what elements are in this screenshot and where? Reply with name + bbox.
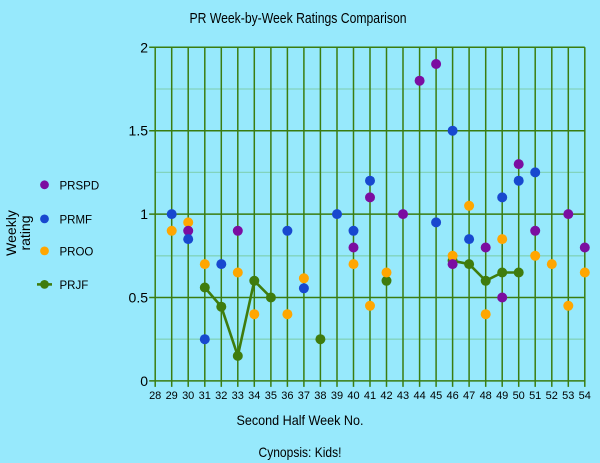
svg-text:0.5: 0.5: [129, 290, 149, 306]
svg-text:34: 34: [248, 390, 260, 402]
svg-text:47: 47: [463, 390, 475, 402]
svg-text:50: 50: [513, 390, 525, 402]
svg-text:46: 46: [446, 390, 458, 402]
svg-text:0: 0: [140, 373, 148, 389]
svg-text:Cynopsis: Kids!: Cynopsis: Kids!: [259, 444, 342, 460]
svg-text:1: 1: [140, 206, 148, 222]
svg-text:33: 33: [232, 390, 244, 402]
svg-text:31: 31: [199, 390, 211, 402]
svg-text:40: 40: [347, 390, 359, 402]
svg-text:rating: rating: [17, 215, 33, 250]
svg-text:35: 35: [265, 390, 277, 402]
svg-text:52: 52: [546, 390, 558, 402]
svg-text:45: 45: [430, 390, 442, 402]
svg-text:PROO: PROO: [60, 246, 94, 258]
svg-text:39: 39: [331, 390, 343, 402]
svg-text:1.5: 1.5: [129, 123, 149, 139]
svg-text:51: 51: [529, 390, 541, 402]
svg-text:54: 54: [579, 390, 591, 402]
svg-text:32: 32: [215, 390, 227, 402]
svg-text:PRMF: PRMF: [60, 214, 93, 226]
svg-text:48: 48: [480, 390, 492, 402]
svg-text:43: 43: [397, 390, 409, 402]
svg-text:36: 36: [281, 390, 293, 402]
svg-text:49: 49: [496, 390, 508, 402]
svg-text:Second Half Week No.: Second Half Week No.: [237, 412, 364, 428]
svg-text:53: 53: [562, 390, 574, 402]
svg-text:Weekly: Weekly: [3, 210, 19, 256]
svg-text:PRSPD: PRSPD: [60, 180, 100, 192]
svg-text:42: 42: [380, 390, 392, 402]
svg-text:44: 44: [413, 390, 425, 402]
svg-text:38: 38: [314, 390, 326, 402]
svg-text:2: 2: [140, 39, 148, 55]
svg-text:41: 41: [364, 390, 376, 402]
svg-text:29: 29: [166, 390, 178, 402]
svg-text:28: 28: [149, 390, 161, 402]
svg-text:30: 30: [182, 390, 194, 402]
svg-text:PRJF: PRJF: [60, 280, 89, 292]
svg-text:37: 37: [298, 390, 310, 402]
svg-text:PR Week-by-Week Ratings Compar: PR Week-by-Week Ratings Comparison: [190, 10, 407, 27]
